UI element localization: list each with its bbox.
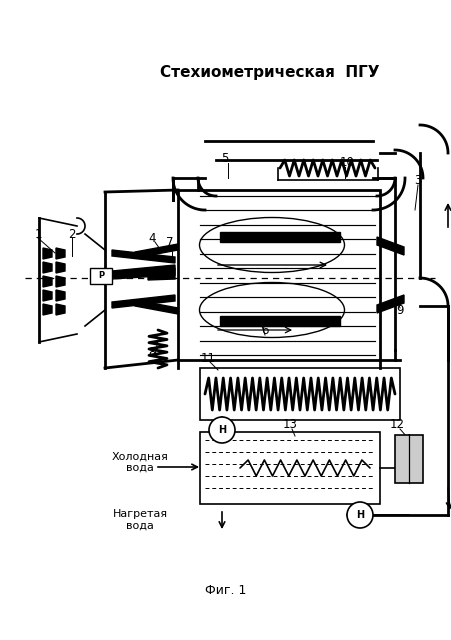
Polygon shape	[43, 248, 52, 259]
Bar	[199, 368, 399, 420]
Text: 12: 12	[389, 419, 404, 431]
Polygon shape	[112, 295, 175, 308]
Polygon shape	[56, 262, 65, 273]
Text: 10: 10	[339, 157, 354, 170]
Polygon shape	[112, 250, 175, 263]
Text: 7: 7	[166, 236, 173, 248]
Bar	[178, 190, 379, 360]
Polygon shape	[56, 290, 65, 301]
Text: Стехиометрическая  ПГУ: Стехиометрическая ПГУ	[160, 65, 379, 79]
Text: 13: 13	[282, 419, 297, 431]
Text: 5: 5	[221, 152, 228, 164]
Text: Н: Н	[217, 425, 226, 435]
Text: 2: 2	[68, 227, 76, 241]
Text: 6: 6	[261, 323, 268, 337]
Text: 1: 1	[34, 227, 41, 241]
Polygon shape	[376, 237, 403, 255]
Text: 4: 4	[148, 232, 156, 244]
Text: 9: 9	[396, 303, 403, 317]
Polygon shape	[56, 276, 65, 287]
Bar	[394, 435, 422, 483]
Polygon shape	[56, 248, 65, 259]
Polygon shape	[43, 276, 52, 287]
Text: Нагретая
вода: Нагретая вода	[112, 509, 167, 531]
Text: 11: 11	[200, 351, 215, 365]
Polygon shape	[43, 304, 52, 315]
Text: Фиг. 1: Фиг. 1	[205, 584, 246, 596]
Text: 3: 3	[414, 173, 421, 186]
Polygon shape	[376, 295, 403, 313]
Text: Холодная
вода: Холодная вода	[111, 451, 168, 473]
Text: 8: 8	[148, 346, 155, 358]
Polygon shape	[112, 265, 175, 279]
Bar	[90, 268, 112, 284]
Polygon shape	[43, 290, 52, 301]
Bar	[199, 432, 379, 504]
Polygon shape	[220, 316, 339, 326]
Polygon shape	[135, 244, 178, 258]
Text: Н: Н	[355, 510, 363, 520]
Polygon shape	[147, 268, 175, 280]
Circle shape	[346, 502, 372, 528]
Polygon shape	[220, 232, 339, 242]
Polygon shape	[56, 304, 65, 315]
Polygon shape	[135, 300, 178, 314]
Polygon shape	[43, 262, 52, 273]
Circle shape	[208, 417, 235, 443]
Text: P: P	[98, 271, 104, 280]
